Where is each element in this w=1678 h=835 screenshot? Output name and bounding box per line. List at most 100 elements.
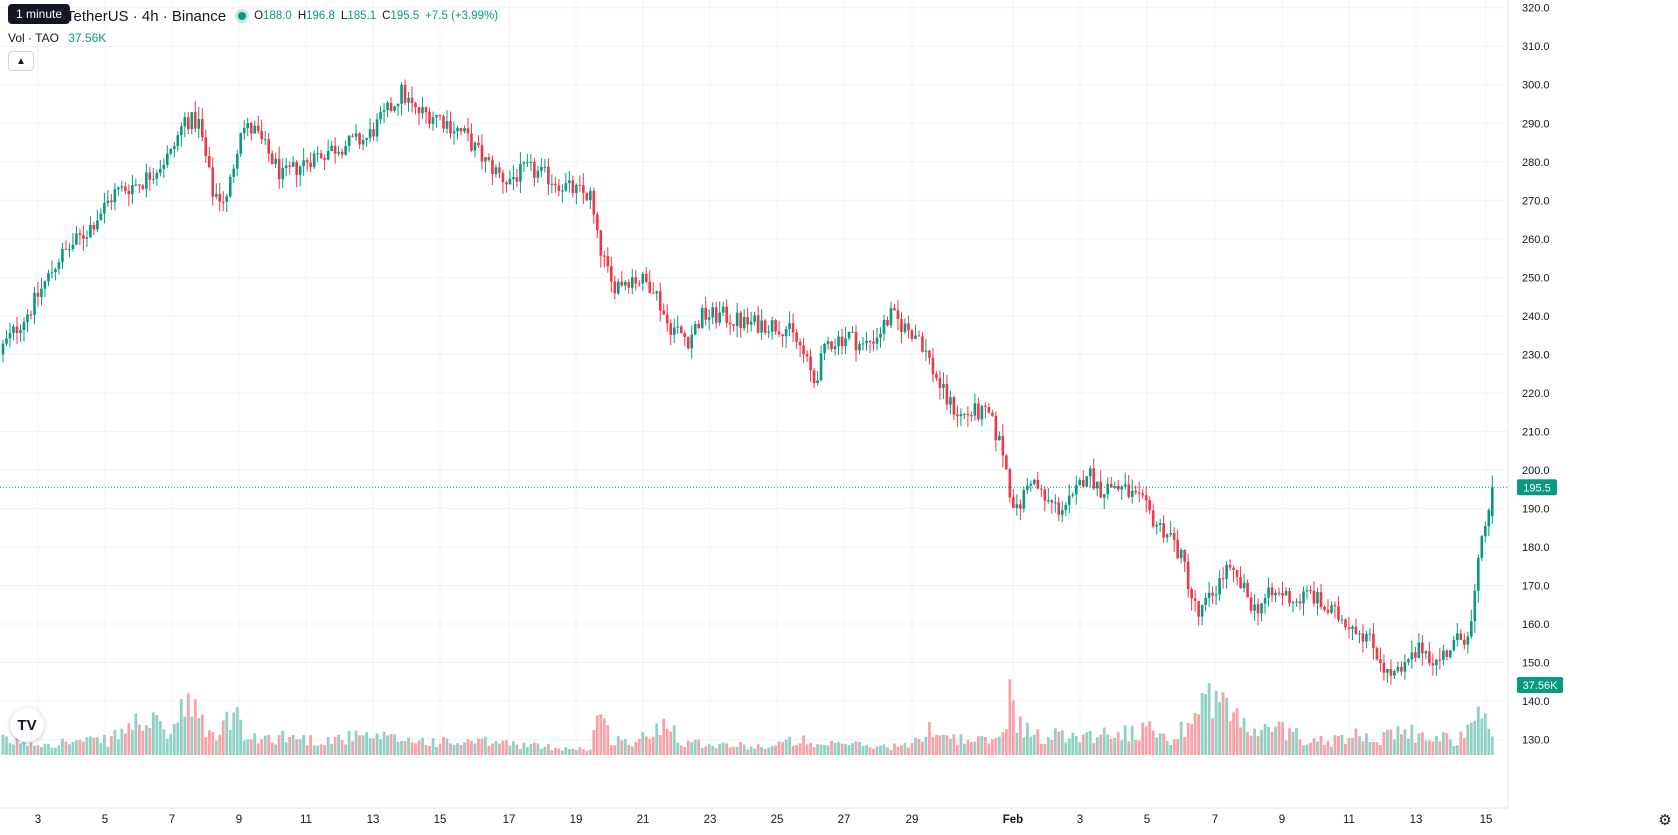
volume-bar xyxy=(1081,734,1085,755)
volume-bar xyxy=(679,745,683,755)
candle-body xyxy=(809,356,812,371)
candle-body xyxy=(931,357,935,374)
candle-body xyxy=(452,131,456,134)
candle-body xyxy=(1389,668,1393,676)
candle-body xyxy=(1088,468,1092,477)
volume-bar xyxy=(1270,731,1274,755)
volume-bar xyxy=(382,731,386,755)
candle-body xyxy=(36,292,40,297)
candle-body xyxy=(281,168,284,180)
volume-bar xyxy=(263,735,267,755)
candle-body xyxy=(1102,494,1106,498)
candle-body xyxy=(732,324,735,326)
time-tick-label: 13 xyxy=(1410,814,1423,826)
volume-bar xyxy=(634,741,638,755)
candle-body xyxy=(344,145,347,155)
candle-body xyxy=(1295,601,1298,603)
price-tick-label: 240.0 xyxy=(1522,311,1550,323)
volume-bar xyxy=(347,731,351,755)
time-tick-label: 19 xyxy=(570,814,583,826)
candle-body xyxy=(830,341,833,350)
volume-bar xyxy=(1263,723,1267,755)
candle-body xyxy=(78,233,82,235)
tradingview-logo[interactable]: TV xyxy=(10,708,44,742)
price-tick-label: 290.0 xyxy=(1522,118,1550,130)
volume-bar xyxy=(529,743,533,755)
price-tick-label: 250.0 xyxy=(1522,272,1550,284)
candle-body xyxy=(124,186,127,192)
candle-body xyxy=(889,308,893,326)
candle-body xyxy=(893,308,896,311)
candle-body xyxy=(1214,594,1218,596)
chart-settings-button[interactable]: ⚙ xyxy=(1654,809,1676,831)
candle-body xyxy=(5,338,8,344)
candle-body xyxy=(477,142,480,146)
candle-body xyxy=(1435,659,1438,666)
volume-bar xyxy=(945,735,949,755)
candle-body xyxy=(1001,435,1005,456)
volume-bar xyxy=(1246,731,1249,755)
volume-legend[interactable]: Vol · TAO 37.56K xyxy=(8,31,106,45)
candle-body xyxy=(155,172,159,179)
candle-body xyxy=(1351,626,1354,630)
volume-bar xyxy=(288,737,292,755)
volume-bar xyxy=(526,747,529,755)
candle-body xyxy=(221,201,225,203)
volume-bar xyxy=(882,744,886,755)
volume-bar xyxy=(1085,732,1089,755)
volume-bar xyxy=(508,745,512,755)
candle-body xyxy=(1109,483,1113,488)
candle-body xyxy=(26,314,29,323)
volume-bar xyxy=(256,743,260,755)
candle-body xyxy=(1040,488,1043,490)
volume-bar xyxy=(1365,733,1368,755)
volume-bar xyxy=(931,736,935,755)
volume-bar xyxy=(330,744,334,755)
volume-bar xyxy=(644,736,648,755)
volume-bar xyxy=(889,749,893,755)
volume-bar xyxy=(1281,722,1284,755)
candle-body xyxy=(1316,592,1319,604)
candle-body xyxy=(403,84,407,103)
candle-body xyxy=(840,336,844,347)
candle-body xyxy=(54,269,57,273)
candle-body xyxy=(970,415,973,417)
time-tick-label: 17 xyxy=(503,814,516,826)
volume-bar xyxy=(1295,728,1298,755)
volume-bar xyxy=(907,747,910,755)
candle-body xyxy=(1456,633,1459,640)
candle-body xyxy=(767,331,770,333)
candle-body xyxy=(235,153,239,169)
volume-bar xyxy=(1420,732,1424,755)
price-tick-label: 300.0 xyxy=(1522,80,1550,92)
last-volume-label: 37.56K xyxy=(1523,680,1559,692)
candle-body xyxy=(365,137,368,140)
volume-bar xyxy=(197,718,201,755)
candle-body xyxy=(1379,659,1382,664)
volume-bar xyxy=(1483,713,1487,755)
candle-body xyxy=(249,123,253,134)
candle-body xyxy=(1116,485,1120,490)
candle-body xyxy=(1375,648,1379,660)
time-tick-label: 5 xyxy=(102,814,108,826)
volume-bar xyxy=(990,739,994,755)
candle-body xyxy=(246,123,250,129)
candle-body xyxy=(1480,536,1484,558)
volume-bar xyxy=(728,747,732,755)
time-tick-label: 3 xyxy=(35,814,41,826)
candle-body xyxy=(64,248,68,250)
candle-body xyxy=(616,281,620,294)
candle-body xyxy=(1414,652,1417,658)
volume-bar xyxy=(89,736,92,755)
candle-body xyxy=(683,333,687,337)
candle-body xyxy=(1421,642,1424,654)
volume-bar xyxy=(1165,740,1169,755)
candle-body xyxy=(277,158,281,180)
candle-body xyxy=(739,312,742,329)
collapse-legend-button[interactable]: ▲ xyxy=(8,51,34,71)
symbol-title[interactable]: TetherUS · 4h · Binance xyxy=(66,7,227,25)
candle-body xyxy=(295,162,298,175)
candle-body xyxy=(707,317,711,320)
volume-bar xyxy=(410,742,414,755)
